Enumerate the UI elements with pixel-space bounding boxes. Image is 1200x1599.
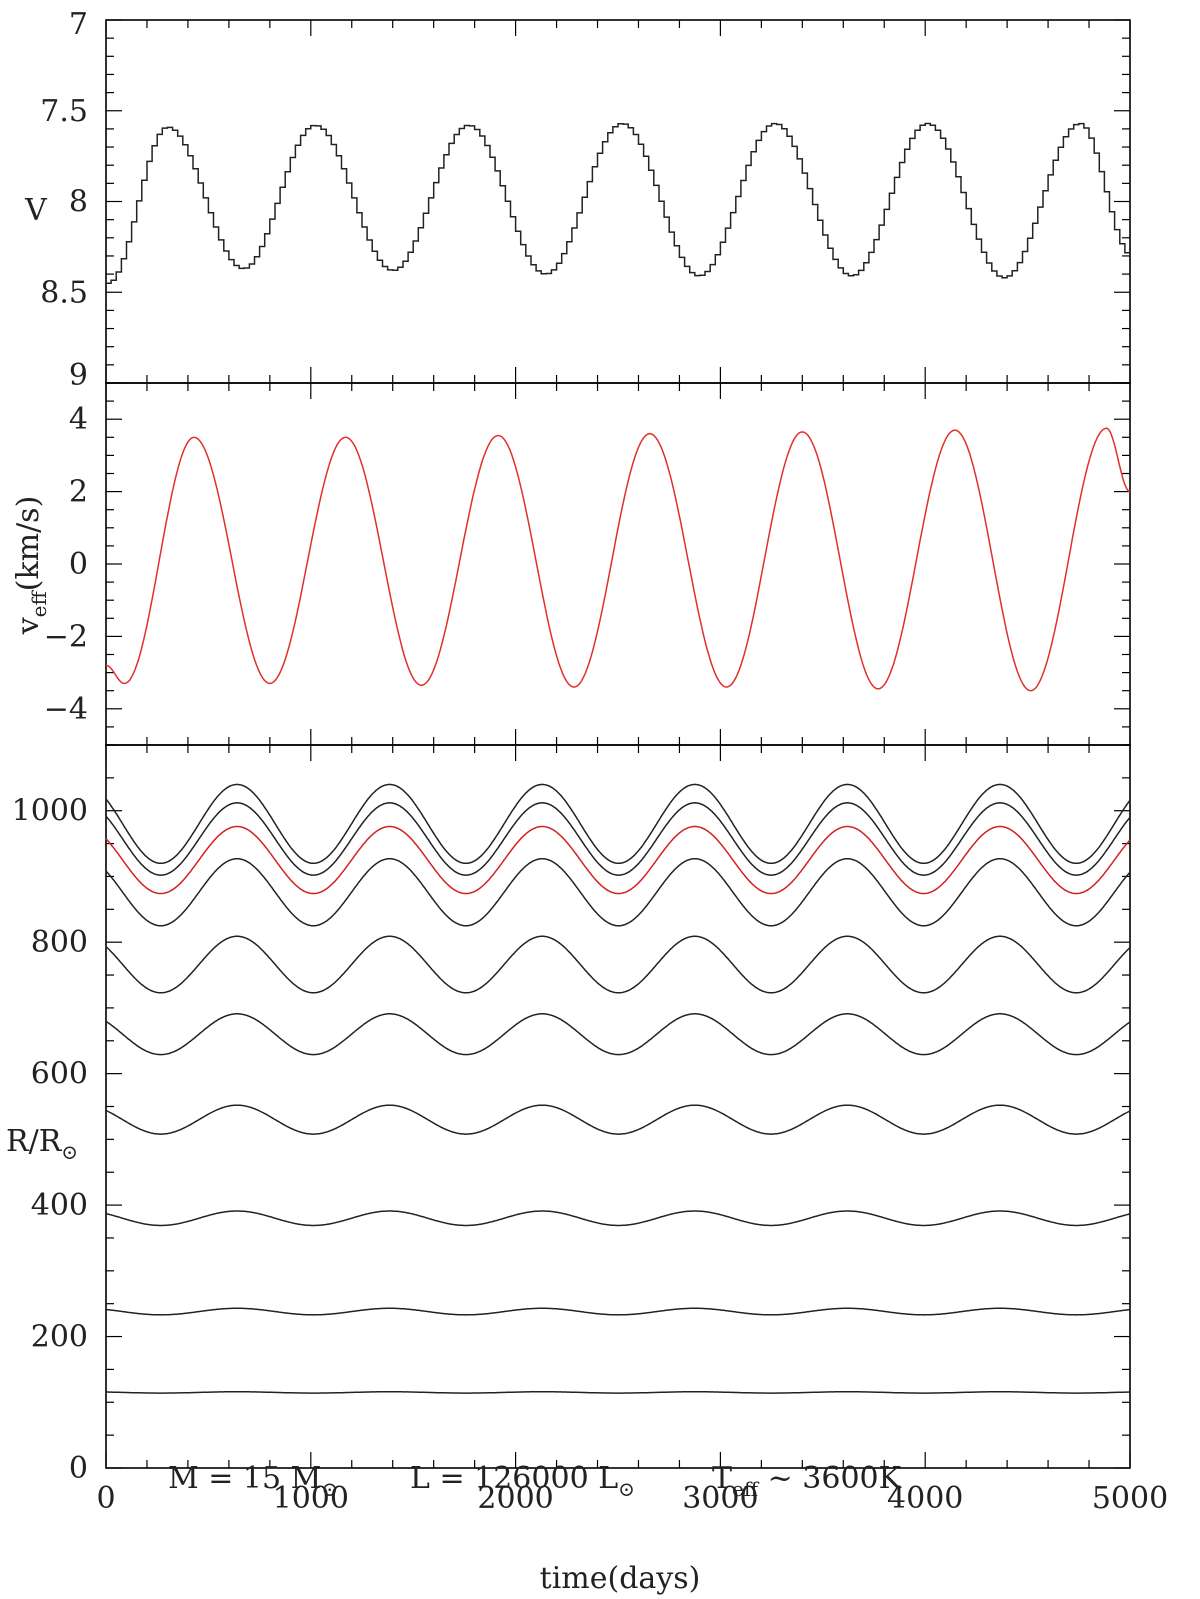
y-tick-label: 600 <box>31 1057 88 1092</box>
y-tick-label: 0 <box>69 547 88 582</box>
annotation-teff-sub: eff <box>732 1477 760 1501</box>
series-line-4 <box>105 935 1131 994</box>
series-line-9 <box>106 1391 1130 1394</box>
panel-frame <box>105 19 1131 384</box>
annotation-lum-sun: ⊙ <box>618 1477 635 1501</box>
series-line-0 <box>106 122 1131 284</box>
radius-axis-label: R/R⊙ <box>6 1124 78 1164</box>
series-line-2 <box>105 825 1131 895</box>
annotation-mass: M = 15 M⊙ <box>168 1461 338 1501</box>
series-line-0 <box>106 427 1131 692</box>
x-tick-label: 5000 <box>1092 1481 1168 1516</box>
panel-frame <box>105 382 1131 746</box>
veff-label-sub: eff <box>27 589 51 617</box>
y-tick-label: 4 <box>69 402 88 437</box>
svg-text:veff(km/s): veff(km/s) <box>11 496 51 636</box>
y-tick-label: 400 <box>31 1188 88 1223</box>
radius-label-sun: ⊙ <box>61 1140 78 1164</box>
y-tick-label: 1000 <box>12 794 88 829</box>
annotation-teff-rest: ~ 3600K <box>758 1461 902 1496</box>
y-tick-label: 9 <box>69 358 88 393</box>
y-tick-label: 8.5 <box>40 275 88 310</box>
series-line-7 <box>105 1210 1131 1227</box>
veff-label-main: v <box>11 617 46 635</box>
y-tick-label: 0 <box>69 1451 88 1486</box>
veff-axis-label: veff(km/s) <box>11 496 51 636</box>
panel-velocity: 4 2 0 −2 −4 <box>44 382 1131 746</box>
y-tick-label: −4 <box>44 692 88 727</box>
series-line-3 <box>105 857 1131 927</box>
x-tick-label: 2000 <box>477 1481 553 1516</box>
series-line-6 <box>105 1104 1131 1135</box>
y-tick-label: 800 <box>31 925 88 960</box>
y-tick-label: 8 <box>69 185 88 220</box>
series-line-0 <box>105 783 1131 865</box>
annotation-teff: Teff ~ 3600K <box>712 1461 902 1501</box>
series-line-1 <box>105 802 1131 876</box>
panel-frame <box>105 744 1131 1469</box>
v-axis-label: V <box>24 193 48 228</box>
x-tick-label: 1000 <box>273 1481 349 1516</box>
y-tick-label: 2 <box>69 475 88 510</box>
veff-label-unit: (km/s) <box>11 496 46 592</box>
y-tick-label: 7 <box>69 7 88 42</box>
annotation-mass-sun: ⊙ <box>321 1477 338 1501</box>
y-tick-label: 7.5 <box>40 94 88 129</box>
x-tick-label: 0 <box>96 1481 115 1516</box>
panel-magnitude: 7 7.5 8 8.5 9 <box>40 7 1131 393</box>
x-tick-label: 3000 <box>682 1481 758 1516</box>
annotation-teff-t: T <box>712 1461 732 1496</box>
panel-radius: 0 200 400 600 800 1000 0 1000 2000 3000 4000 5000 <box>12 744 1168 1516</box>
radius-label-main: R/R <box>6 1124 63 1159</box>
y-tick-label: 200 <box>31 1320 88 1355</box>
annotation-luminosity: L = 126000 L⊙ <box>410 1461 635 1501</box>
x-tick-label: 4000 <box>887 1481 963 1516</box>
series-line-8 <box>105 1307 1131 1316</box>
y-tick-label: −2 <box>44 619 88 654</box>
annotation-lum-text: L = 126000 L <box>410 1461 618 1496</box>
annotation-mass-text: M = 15 M <box>168 1461 321 1496</box>
x-axis-label: time(days) <box>540 1561 701 1596</box>
series-line-5 <box>105 1013 1131 1056</box>
